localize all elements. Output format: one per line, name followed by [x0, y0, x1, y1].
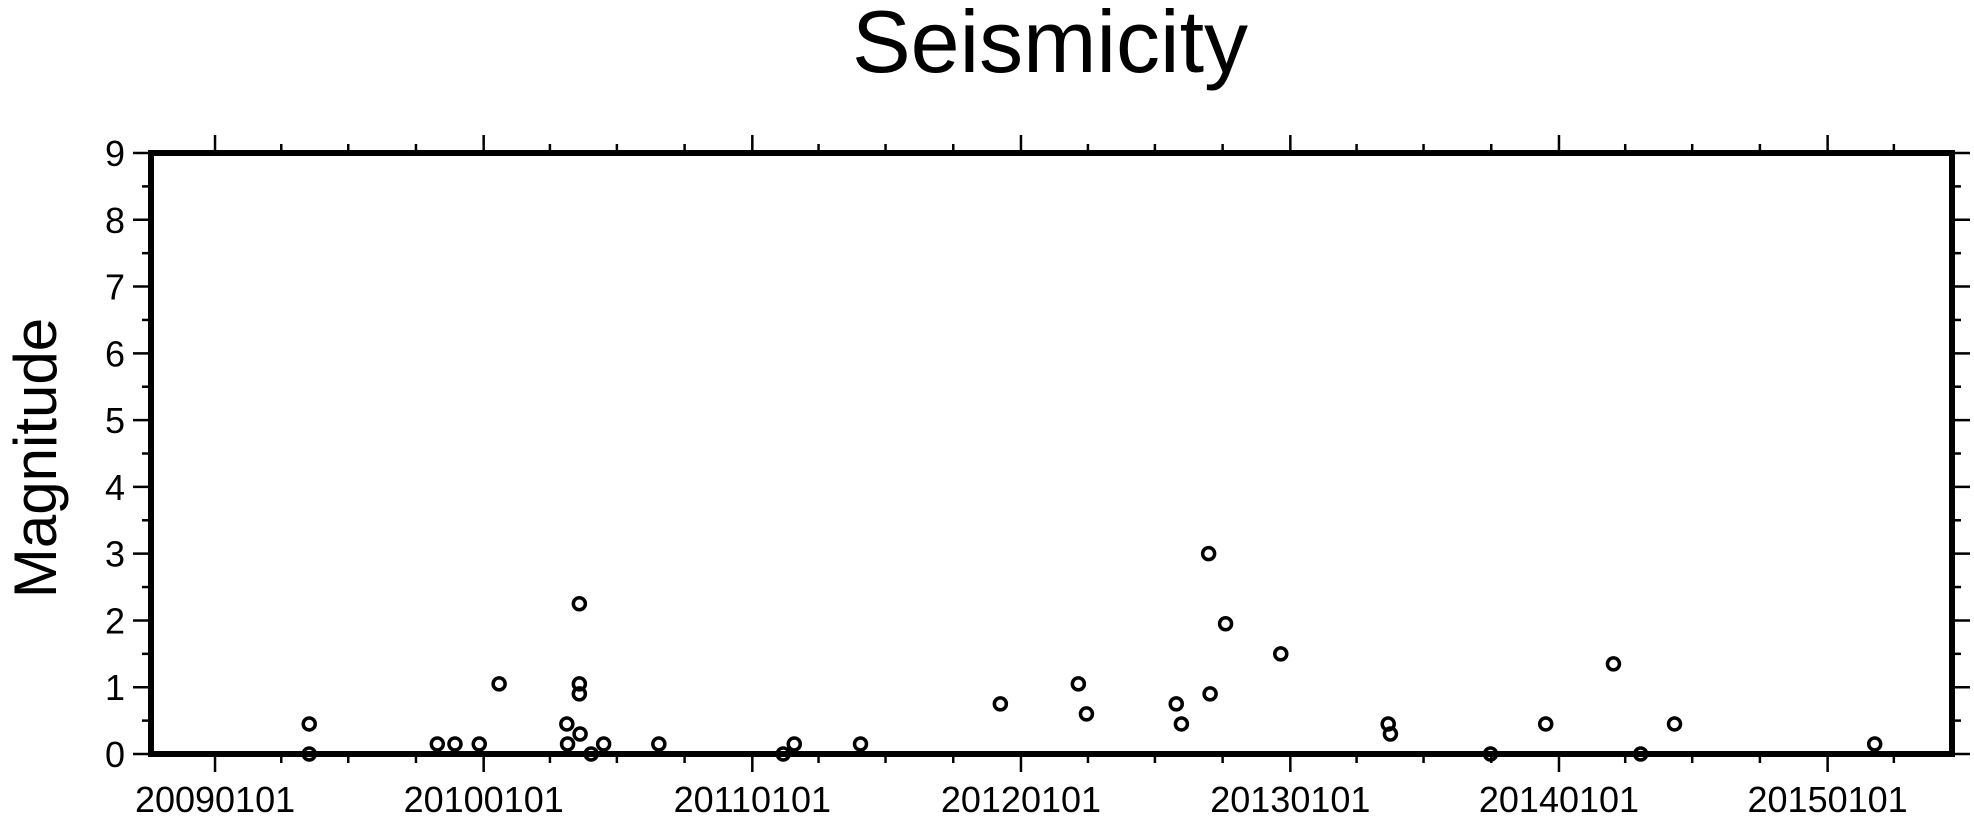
data-point [1482, 746, 1499, 762]
data-point [571, 676, 588, 692]
data-point [491, 676, 507, 692]
plot-frame [148, 150, 1955, 757]
data-point [301, 716, 317, 732]
data-point [1217, 616, 1234, 632]
y-tick-label: 0 [105, 734, 125, 775]
data-point [775, 746, 791, 762]
y-tick-label: 1 [105, 667, 125, 708]
y-tick-label: 3 [105, 534, 125, 575]
data-point [992, 696, 1009, 712]
y-axis-label: Magnitude [2, 318, 69, 598]
data-point [1200, 545, 1217, 562]
x-tick-label: 20110101 [674, 779, 832, 820]
data-point [1666, 716, 1683, 732]
y-tick-label: 4 [105, 467, 125, 508]
data-points [301, 545, 1883, 762]
y-tick-label: 9 [105, 133, 125, 174]
data-point [447, 736, 463, 752]
data-point [651, 736, 667, 752]
data-point [1605, 656, 1622, 672]
data-point [1632, 746, 1649, 762]
y-tick-label: 8 [105, 200, 125, 241]
x-tick-label: 20090101 [135, 779, 295, 820]
data-point [301, 746, 317, 762]
data-point [429, 736, 446, 752]
data-point [1537, 716, 1554, 732]
data-point [1070, 676, 1087, 692]
x-tick-label: 20140101 [1479, 779, 1639, 820]
data-point [852, 736, 869, 752]
data-point [595, 736, 612, 752]
x-tick-label: 20100101 [404, 779, 564, 820]
data-point [559, 716, 575, 732]
data-point [1202, 686, 1218, 702]
data-point [1173, 716, 1190, 732]
data-point [572, 726, 588, 742]
data-point [1078, 706, 1095, 722]
y-tick-label: 2 [105, 600, 125, 641]
x-tick-label: 20120101 [941, 779, 1101, 820]
data-point [571, 686, 588, 702]
data-point [559, 736, 576, 752]
data-point [1382, 726, 1399, 742]
tick-labels: 0 1 2 3 4 5 6 7 8 9 20090101 20100101 20110101 201201… [105, 133, 1908, 820]
data-point [1273, 646, 1289, 662]
data-point [786, 736, 803, 752]
data-point [1168, 696, 1185, 712]
y-tick-label: 5 [105, 400, 125, 441]
x-tick-label: 20150101 [1748, 779, 1908, 820]
chart-title: Seismicity [852, 0, 1248, 91]
y-tick-label: 7 [105, 267, 125, 308]
axis-ticks [133, 135, 1970, 772]
data-point [583, 746, 599, 762]
data-point [1866, 736, 1883, 752]
data-point [571, 596, 588, 612]
x-tick-label: 20130101 [1210, 779, 1370, 820]
y-tick-label: 6 [105, 333, 125, 374]
data-point [471, 736, 488, 752]
